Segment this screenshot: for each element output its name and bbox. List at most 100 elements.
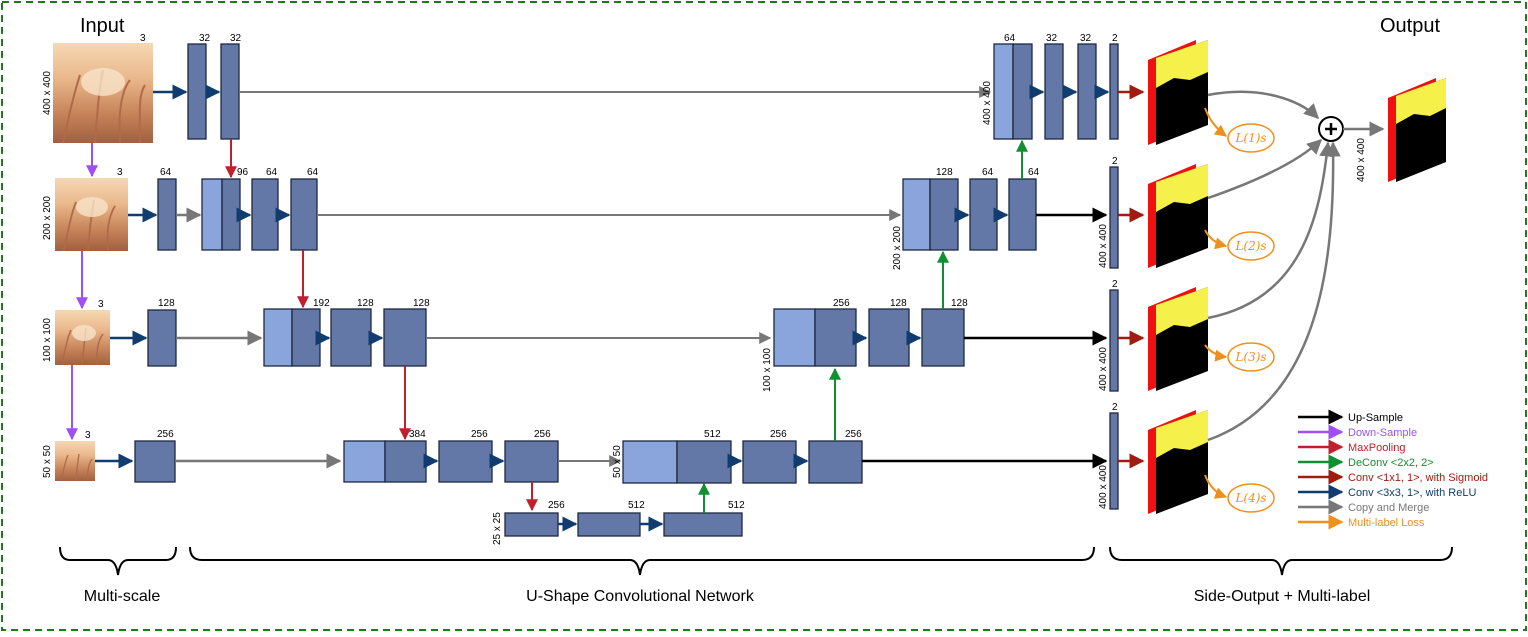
channel-s3: 2 — [1112, 279, 1118, 290]
legend-label-5: Conv <3x3, 1>, with ReLU — [1348, 487, 1476, 499]
block-e2b — [201, 178, 223, 251]
loss-oval-1 — [1227, 123, 1275, 153]
loss-label-1: L(1)s — [1234, 131, 1266, 145]
loss-arrow-1 — [1204, 107, 1227, 137]
channel-e2a: 64 — [160, 167, 172, 178]
block-s2 — [1109, 166, 1119, 269]
block-d1e — [1077, 43, 1097, 140]
block-e2d — [251, 178, 279, 251]
loss-arrow-2 — [1204, 229, 1228, 250]
block-d4e — [808, 440, 863, 484]
block-d2e — [1008, 178, 1037, 251]
loss-label-3: L(3)s — [1234, 350, 1266, 364]
channel-e3e: 128 — [413, 298, 430, 309]
block-b2 — [577, 512, 641, 537]
legend: Up-Sample Down-Sample MaxPooling DeConv <2x… — [1298, 409, 1488, 530]
loss-oval-4 — [1227, 483, 1275, 513]
section-unet: U-Shape Convolutional Network — [526, 588, 755, 605]
brace-side — [1109, 546, 1453, 576]
size-in3: 100 x 100 — [42, 318, 53, 362]
channel-in1: 3 — [140, 33, 146, 44]
block-d3c — [814, 308, 857, 367]
input-image-400 — [53, 43, 153, 144]
size-s3: 400 x 400 — [1098, 347, 1109, 391]
channel-d1c: 64 — [1004, 33, 1016, 44]
block-d4d — [742, 440, 797, 484]
side-output-map-1 — [1148, 40, 1208, 145]
channel-e3a: 128 — [158, 298, 175, 309]
input-image-100 — [55, 310, 110, 366]
input-image-200 — [55, 178, 128, 252]
size-out: 400 x 400 — [1356, 138, 1367, 182]
merge-curve-2 — [1207, 138, 1323, 200]
block-e1a — [187, 43, 207, 140]
legend-label-4: Conv <1x1, 1>, with Sigmoid — [1348, 472, 1488, 484]
channel-d3c: 256 — [833, 298, 850, 309]
input-title: Input — [80, 15, 125, 37]
legend-label-2: MaxPooling — [1348, 442, 1405, 454]
channel-b1: 256 — [548, 500, 565, 511]
block-e3a — [147, 309, 177, 367]
loss-label-2: L(2)s — [1234, 239, 1266, 253]
channel-e4d: 256 — [471, 429, 488, 440]
channel-b3: 512 — [728, 500, 745, 511]
side-output-map-2 — [1148, 164, 1208, 268]
final-output-map — [1388, 78, 1446, 182]
block-d1c — [1012, 43, 1033, 140]
block-d1d — [1044, 43, 1064, 140]
block-e4e — [504, 440, 559, 483]
size-in1: 400 x 400 — [42, 71, 53, 115]
size-d3: 100 x 100 — [762, 348, 773, 392]
channel-in3: 3 — [98, 299, 104, 310]
channel-e1b: 32 — [230, 33, 242, 44]
block-e3b — [263, 308, 293, 367]
channel-d2e: 64 — [1028, 167, 1040, 178]
section-side: Side-Output + Multi-label — [1194, 588, 1371, 605]
channel-d4c: 512 — [704, 429, 721, 440]
size-d1: 400 x 400 — [982, 81, 993, 125]
block-e4c — [384, 440, 427, 483]
side-output-map-3 — [1148, 287, 1208, 391]
channel-e2e: 64 — [307, 167, 319, 178]
block-d3d — [868, 308, 910, 367]
channel-e2d: 64 — [266, 167, 278, 178]
block-b1 — [504, 512, 559, 537]
block-e3d — [330, 308, 372, 367]
channel-e4e: 256 — [534, 429, 551, 440]
block-e2e — [290, 178, 318, 251]
channel-in2: 3 — [117, 167, 123, 178]
channel-e1a: 32 — [199, 33, 211, 44]
size-in4: 50 x 50 — [42, 445, 53, 478]
channel-e3d: 128 — [357, 298, 374, 309]
channel-d1f: 2 — [1112, 33, 1118, 44]
loss-arrow-3 — [1204, 344, 1228, 362]
channel-d2c: 128 — [936, 167, 953, 178]
block-s3 — [1109, 289, 1119, 392]
channel-e2c: 96 — [237, 167, 249, 178]
channel-d4d: 256 — [770, 429, 787, 440]
block-d4b — [622, 440, 678, 484]
brace-multiscale — [59, 546, 177, 576]
block-e3e — [383, 308, 427, 367]
input-image-50 — [55, 441, 95, 482]
loss-arrow-4 — [1204, 474, 1228, 499]
channel-s4: 2 — [1112, 402, 1118, 413]
channel-d3d: 128 — [890, 298, 907, 309]
channel-in4: 3 — [85, 430, 91, 441]
block-d4c — [676, 440, 732, 484]
channel-b2: 512 — [628, 500, 645, 511]
block-e2c — [221, 178, 241, 251]
block-d2d — [969, 178, 998, 251]
block-d1f — [1109, 43, 1119, 140]
block-e1b — [220, 43, 240, 140]
legend-label-3: DeConv <2x2, 2> — [1348, 457, 1434, 469]
legend-label-1: Down-Sample — [1348, 427, 1417, 439]
channel-d1e: 32 — [1080, 33, 1092, 44]
size-d2: 200 x 200 — [892, 226, 903, 270]
block-s4 — [1109, 412, 1119, 510]
output-title: Output — [1380, 15, 1440, 37]
block-e2a — [157, 178, 177, 251]
block-e3c — [291, 308, 321, 367]
